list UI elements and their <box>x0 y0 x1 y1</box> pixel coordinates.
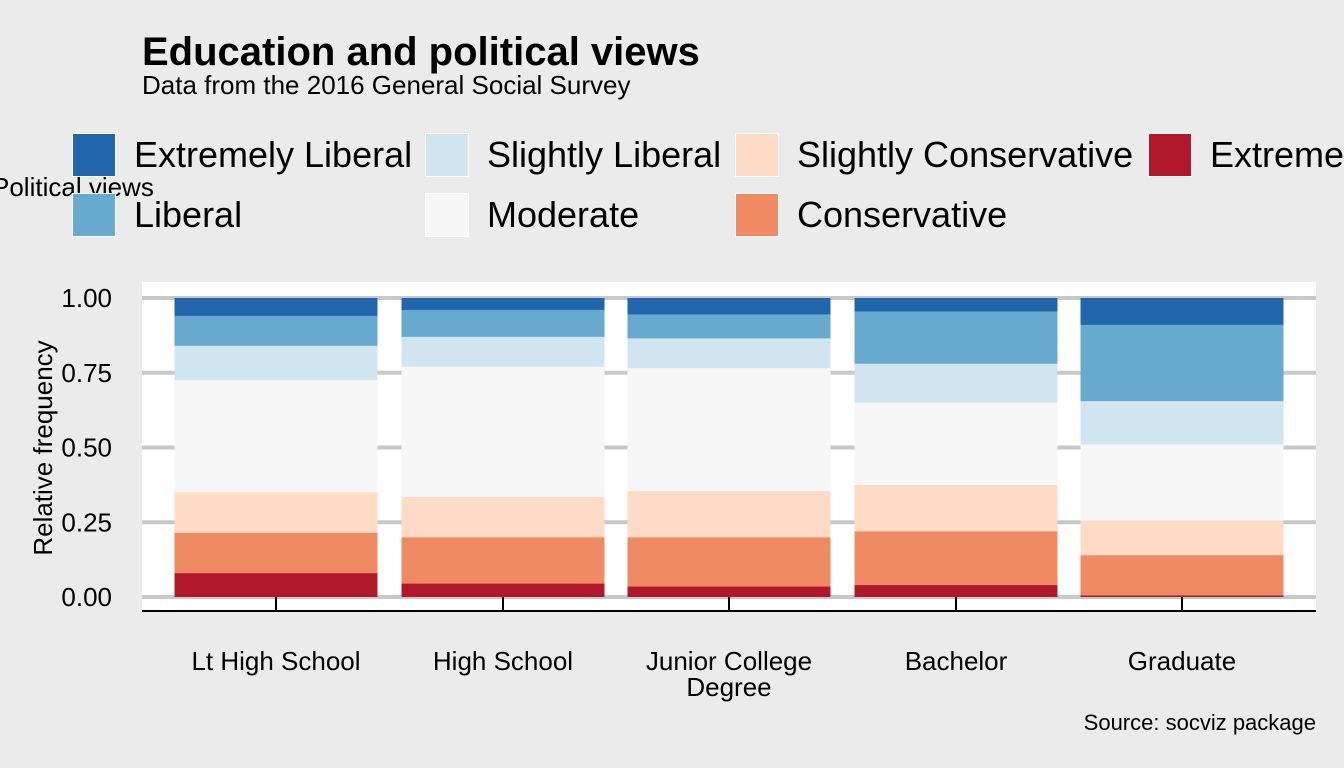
y-tick-label-4: 0.00 <box>61 582 112 612</box>
legend: Extremely Liberal Liberal Slightly Liberal… <box>0 0 1344 260</box>
legend-key-swatch <box>735 193 779 237</box>
bar-segment-0-6 <box>174 298 378 316</box>
legend-label: Slightly Liberal <box>487 134 722 175</box>
bar-segment-3-4 <box>854 363 1058 403</box>
bars-layer <box>174 298 1284 597</box>
legend-label: Conservative <box>797 194 1008 235</box>
x-tick-label-1: High School <box>433 646 573 676</box>
bar-segment-4-4 <box>1080 401 1284 445</box>
x-tick-label-2: Junior College Degree <box>646 646 812 702</box>
bar-segment-4-5 <box>1080 324 1284 402</box>
bar-segment-2-1 <box>627 537 831 587</box>
bar-segment-2-3 <box>627 368 831 491</box>
x-tick-label-0: Lt High School <box>191 646 360 676</box>
bar-segment-2-4 <box>627 338 831 369</box>
bar-segment-4-1 <box>1080 555 1284 596</box>
bar-segment-3-3 <box>854 402 1058 485</box>
legend-key-swatch <box>1148 133 1192 177</box>
bar-segment-0-5 <box>174 315 378 346</box>
bar-segment-2-5 <box>627 314 831 339</box>
bar-segment-4-3 <box>1080 444 1284 521</box>
y-tick-label-0: 1.00 <box>61 283 112 313</box>
bar-segment-1-4 <box>401 336 605 367</box>
legend-key-swatch <box>72 133 116 177</box>
bar-segment-1-2 <box>401 496 605 538</box>
bar-segment-0-4 <box>174 345 378 381</box>
chart-caption: Source: socviz package <box>1083 710 1316 735</box>
bar-segment-4-0 <box>1080 595 1284 597</box>
chart-subtitle: Data from the 2016 General Social Survey <box>142 70 631 100</box>
bar-segment-3-0 <box>854 585 1058 597</box>
x-tick-label-3: Bachelor <box>905 646 1008 676</box>
y-ticks: 1.00 0.75 0.50 0.25 0.00 <box>61 283 112 612</box>
y-tick-label-2: 0.50 <box>61 433 112 463</box>
bar-segment-0-2 <box>174 492 378 533</box>
bar-segment-3-5 <box>854 311 1058 364</box>
bar-segment-1-3 <box>401 366 605 497</box>
x-ticks: Lt High School High School Junior College D… <box>191 597 1236 702</box>
bar-segment-1-5 <box>401 309 605 337</box>
legend-key-swatch <box>735 133 779 177</box>
bar-segment-2-6 <box>627 298 831 315</box>
bar-segment-1-6 <box>401 298 605 310</box>
y-tick-label-1: 0.75 <box>61 358 112 388</box>
y-axis-label: Relative frequency <box>28 340 58 555</box>
legend-label: Extremely Conservative <box>1210 134 1344 175</box>
legend-label: Slightly Conservative <box>797 134 1134 175</box>
bar-segment-0-0 <box>174 573 378 597</box>
bar-segment-3-1 <box>854 531 1058 586</box>
bar-segment-2-0 <box>627 586 831 597</box>
bar-segment-0-3 <box>174 380 378 493</box>
x-tick-label-4: Graduate <box>1128 646 1236 676</box>
chart-title: Education and political views <box>142 30 700 74</box>
legend-label: Liberal <box>134 194 243 235</box>
legend-key-swatch <box>425 193 469 237</box>
bar-segment-4-6 <box>1080 298 1284 325</box>
legend-key-swatch <box>72 193 116 237</box>
legend-label: Moderate <box>487 194 640 235</box>
bar-segment-2-2 <box>627 490 831 538</box>
bar-segment-1-1 <box>401 537 605 584</box>
bar-segment-3-2 <box>854 484 1058 532</box>
y-tick-label-3: 0.25 <box>61 507 112 537</box>
bar-segment-1-0 <box>401 583 605 597</box>
legend-label: Extremely Liberal <box>134 134 413 175</box>
legend-key-swatch <box>425 133 469 177</box>
bar-segment-4-2 <box>1080 520 1284 556</box>
bar-segment-3-6 <box>854 298 1058 312</box>
bar-segment-0-1 <box>174 532 378 574</box>
